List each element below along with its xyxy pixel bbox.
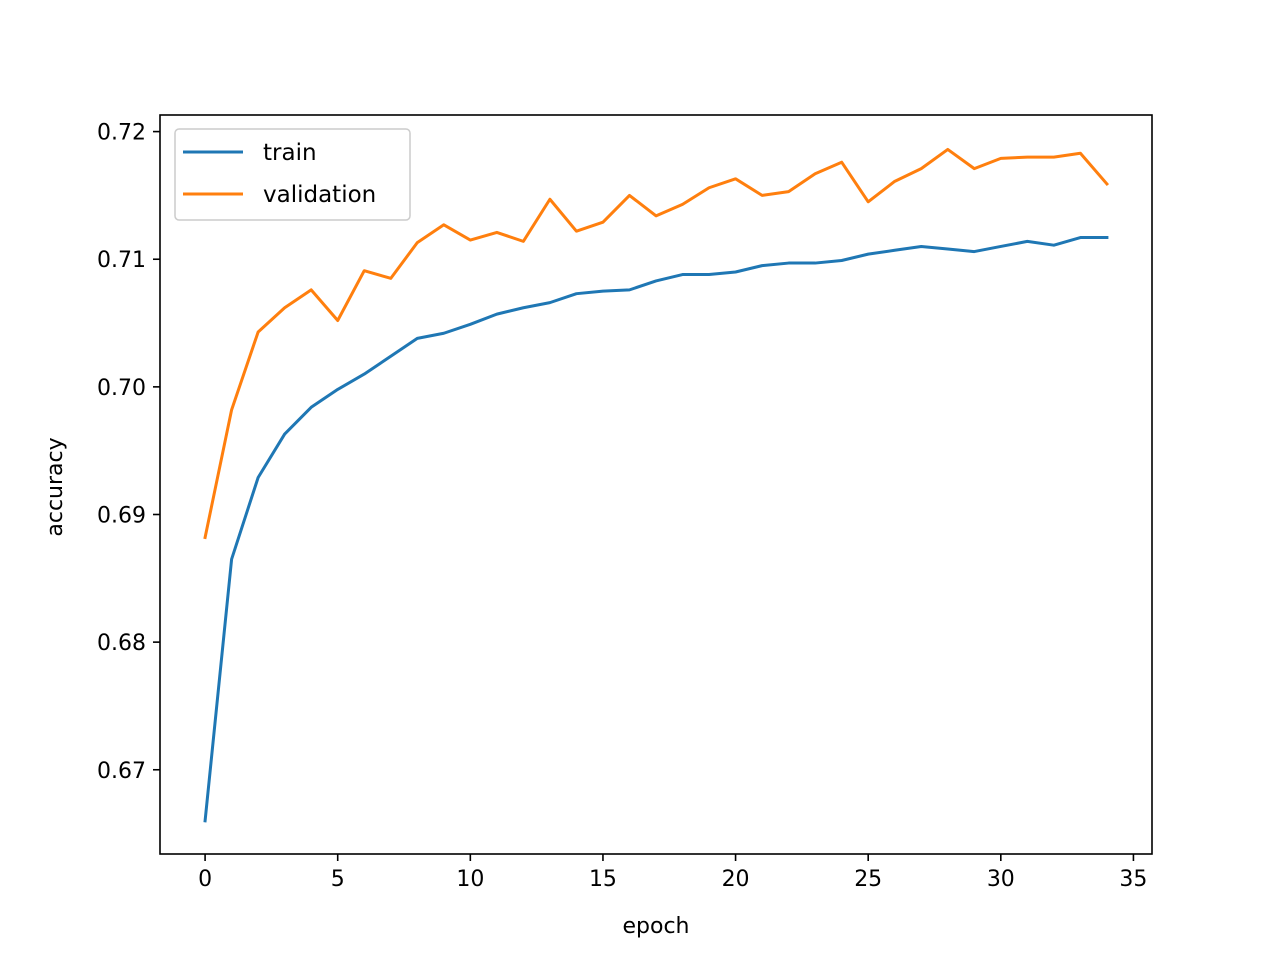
y-tick-label: 0.67 bbox=[97, 759, 146, 784]
legend-label-train: train bbox=[263, 140, 317, 166]
x-tick-label: 30 bbox=[987, 867, 1015, 892]
x-tick-label: 15 bbox=[589, 867, 617, 892]
series-line-train bbox=[203, 236, 1109, 823]
x-axis-label: epoch bbox=[623, 914, 690, 939]
y-tick-label: 0.72 bbox=[97, 121, 146, 146]
series-line-validation bbox=[203, 147, 1110, 540]
x-axis-ticks: 0 5 10 15 20 25 30 35 bbox=[198, 854, 1147, 892]
x-tick-label: 25 bbox=[854, 867, 882, 892]
legend: train validation bbox=[174, 128, 411, 221]
y-axis-ticks: 0.67 0.68 0.69 0.70 0.71 0.72 bbox=[97, 121, 160, 784]
x-tick-label: 20 bbox=[722, 867, 750, 892]
y-tick-label: 0.68 bbox=[97, 631, 146, 656]
legend-label-validation: validation bbox=[263, 182, 376, 208]
x-tick-label: 0 bbox=[198, 867, 212, 892]
plot-lines bbox=[203, 147, 1110, 823]
y-tick-label: 0.70 bbox=[97, 376, 146, 401]
x-tick-label: 10 bbox=[456, 867, 484, 892]
y-axis-label: accuracy bbox=[43, 437, 68, 536]
y-tick-label: 0.71 bbox=[97, 248, 146, 273]
y-tick-label: 0.69 bbox=[97, 503, 146, 528]
x-tick-label: 5 bbox=[331, 867, 345, 892]
axes-frame bbox=[159, 114, 1153, 855]
x-tick-label: 35 bbox=[1119, 867, 1147, 892]
